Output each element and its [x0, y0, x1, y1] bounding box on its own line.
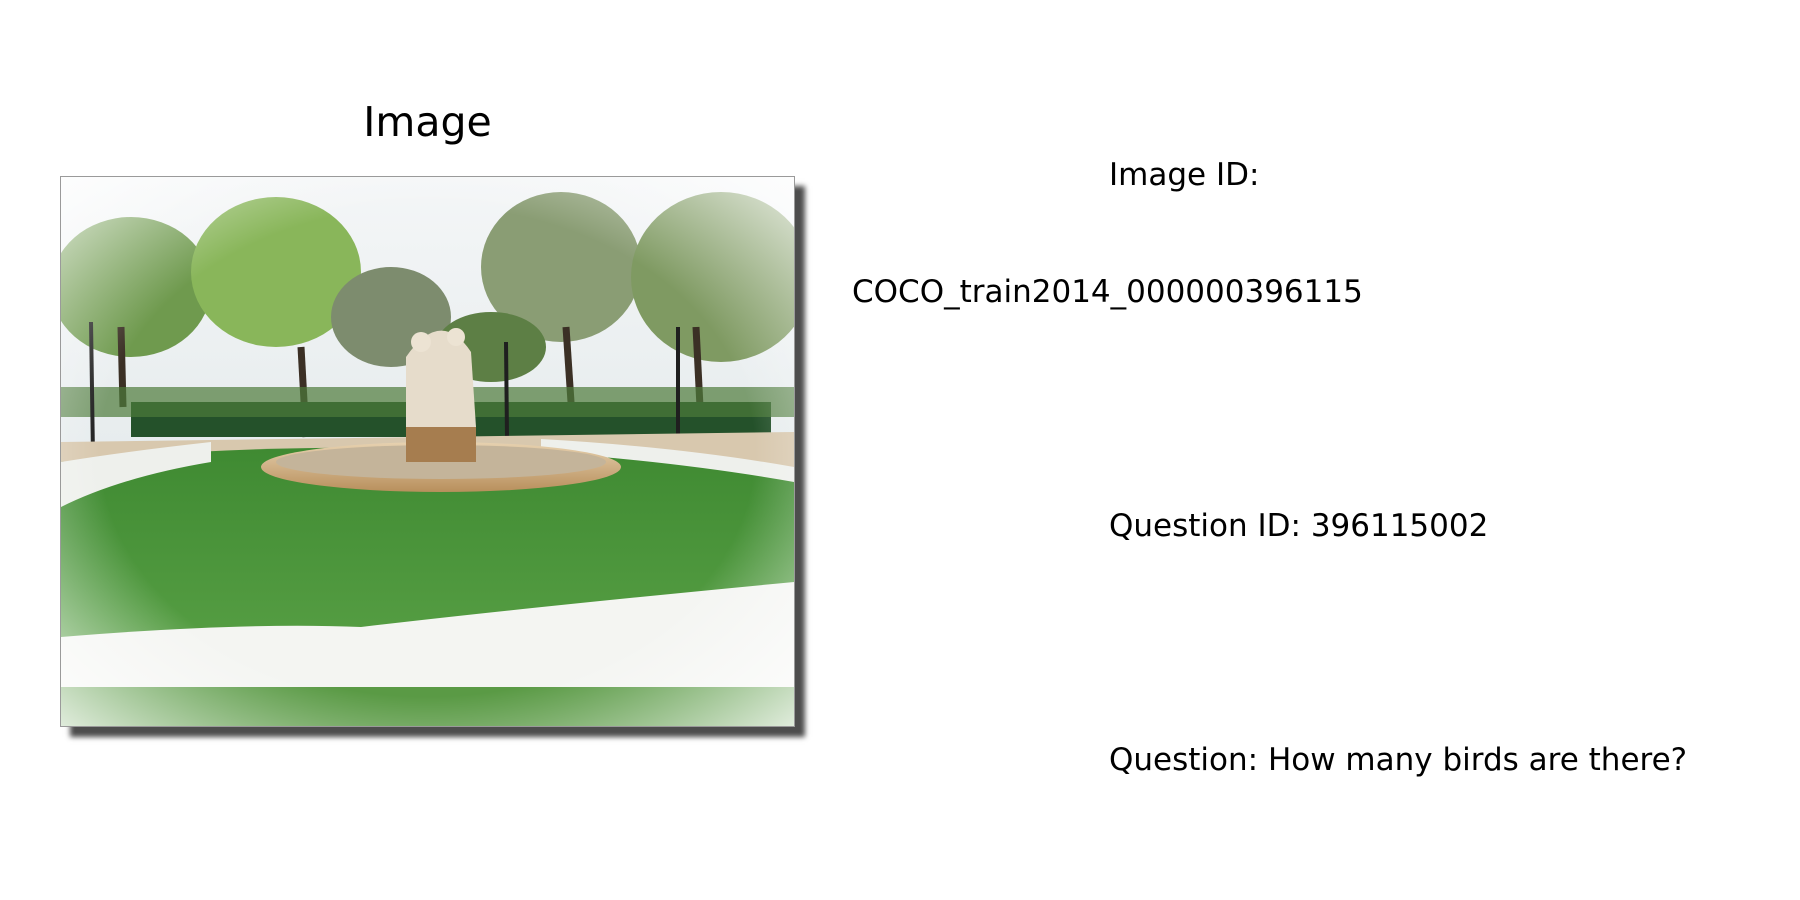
question-id: Question ID: 396115002 [1109, 508, 1489, 544]
park-fountain-photo [60, 176, 795, 727]
image-id-label: Image ID: [1109, 157, 1260, 193]
question-info: Image ID: COCO_train2014_000000396115 Qu… [852, 78, 1782, 900]
question-text: Question: How many birds are there? [1109, 742, 1688, 778]
image-title: Image [363, 98, 492, 146]
image-id-value: COCO_train2014_000000396115 [852, 274, 1363, 310]
